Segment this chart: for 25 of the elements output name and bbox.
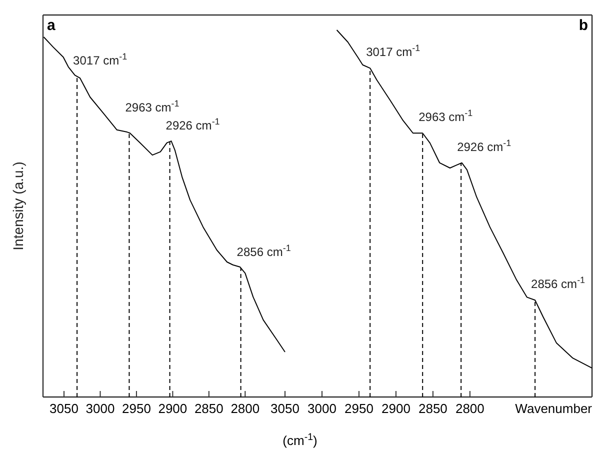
- x-tick-label: 2900: [382, 401, 410, 416]
- x-tick-label: 2850: [194, 401, 224, 416]
- x-tick-label: 3050: [50, 401, 78, 416]
- ref-line-label: 2926 cm$^{-1}$: [457, 138, 512, 154]
- ref-line-label: 2856 cm$^{-1}$: [236, 242, 291, 259]
- x-tick-label: 2950: [344, 401, 374, 416]
- ref-line-label: 3017 cm$^{-1}$: [366, 43, 420, 60]
- ref-line-label: 2856 cm$^{-1}$: [531, 275, 586, 292]
- y-axis-title: Intensity (a.u.): [10, 162, 26, 250]
- x-tick-label: 2800: [230, 401, 260, 416]
- x-tick-label: 2800: [455, 401, 484, 416]
- x-tick-label: 2850: [418, 401, 448, 416]
- x-tick-label: 2950: [122, 401, 151, 416]
- x-axis-title: Wavenumber: [515, 401, 593, 416]
- ref-line-label: 3017 cm$^{-1}$: [73, 51, 128, 68]
- text: a: [47, 17, 56, 34]
- x-tick-label: 3000: [86, 401, 115, 416]
- ref-line-label: 2926 cm$^{-1}$: [166, 116, 220, 133]
- annotation: b: [578, 17, 588, 34]
- x-tick-label: 2900: [158, 401, 188, 416]
- ref-line-label: 2963 cm$^{-1}$: [125, 98, 180, 115]
- text: (cm$^{-1}$): [282, 432, 318, 448]
- ref-line-label: 2963 cm$^{-1}$: [418, 108, 473, 124]
- x-tick-label: 3050: [270, 401, 300, 416]
- x-tick-label: 3000: [308, 401, 336, 416]
